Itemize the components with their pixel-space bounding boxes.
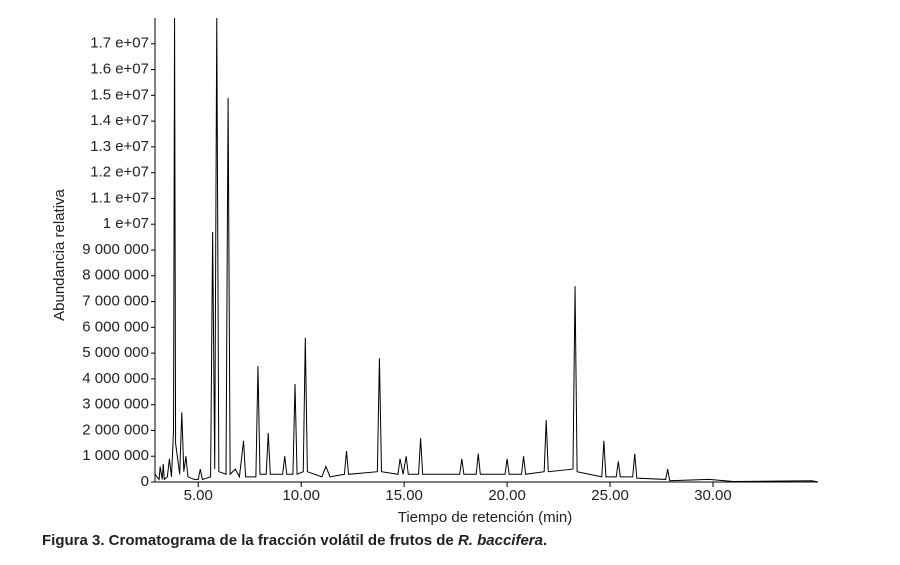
x-tick-label: 10.00 [282,487,320,504]
y-tick-label: 2 000 000 [82,421,149,438]
caption: Figura 3. Cromatograma de la fracción vo… [42,532,547,549]
caption-text: Figura 3. Cromatograma de la fracción vo… [42,532,454,549]
y-tick-label: 1.5 e+07 [90,86,149,103]
x-tick-label: 5.00 [184,487,213,504]
y-tick-label: 0 [141,473,149,490]
x-tick-label: 20.00 [488,487,526,504]
y-tick-label: 1.3 e+07 [90,138,149,155]
y-tick-label: 3 000 000 [82,396,149,413]
y-tick-label: 4 000 000 [82,370,149,387]
y-tick-label: 1.1 e+07 [90,189,149,206]
y-tick-label: 1 000 000 [82,447,149,464]
y-tick-label: 8 000 000 [82,267,149,284]
caption-species: R. baccifera [458,532,543,549]
y-tick-label: 1.4 e+07 [90,112,149,129]
y-tick-label: 1.6 e+07 [90,61,149,78]
x-axis-title: Tiempo de retención (min) [398,509,573,526]
chromatogram-line [154,17,819,483]
x-tick-label: 15.00 [385,487,423,504]
y-tick-label: 1.2 e+07 [90,164,149,181]
y-tick-label: 5 000 000 [82,344,149,361]
y-tick-label: 6 000 000 [82,318,149,335]
x-tick-label: 25.00 [591,487,629,504]
x-tick-label: 30.00 [694,487,732,504]
y-tick-label: 7 000 000 [82,293,149,310]
y-tick-label: 9 000 000 [82,241,149,258]
caption-end: . [543,532,547,549]
y-axis-title: Abundancia relativa [51,188,68,320]
y-tick-label: 1.7 e+07 [90,35,149,52]
y-tick-label: 1 e+07 [103,215,149,232]
